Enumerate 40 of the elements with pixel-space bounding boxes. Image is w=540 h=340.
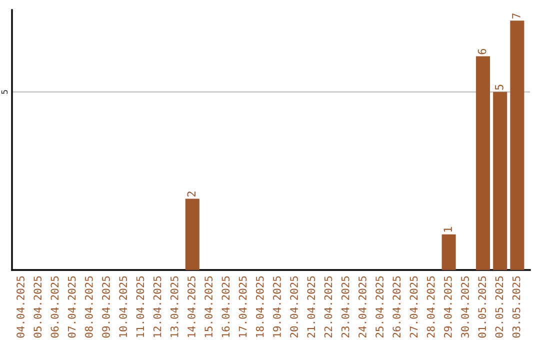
x-tick-label: 29.04.2025 [444,276,452,338]
x-tick-label: 03.05.2025 [512,276,520,338]
x-tick-label: 09.04.2025 [102,276,110,338]
data-label: 2 [187,192,196,197]
data-label: 1 [444,227,452,232]
x-tick-label: 17.04.2025 [238,276,247,338]
x-tick-label: 22.04.2025 [324,276,332,338]
x-tick-label: 12.04.2025 [153,276,162,338]
x-tick-label: 04.04.2025 [16,276,24,338]
bar [476,56,490,270]
x-tick-label: 01.05.2025 [478,276,486,338]
bar [510,20,524,270]
data-label: 7 [512,13,520,19]
x-tick-label: 06.04.2025 [50,276,59,338]
x-tick-label: 11.04.2025 [136,276,144,338]
bar [185,198,200,270]
x-tick-label: 15.04.2025 [204,276,213,338]
x-tick-label: 14.04.2025 [188,276,196,338]
x-tick-label: 25.04.2025 [376,276,384,338]
x-tick-label: 21.04.2025 [307,276,316,338]
x-tick-label: 24.04.2025 [358,276,366,338]
bar [442,234,456,270]
x-tick-label: 07.04.2025 [68,276,76,338]
x-tick-label: 19.04.2025 [273,276,281,338]
x-tick-label: 10.04.2025 [119,276,128,338]
x-tick-label: 20.04.2025 [290,276,298,338]
x-tick-label: 27.04.2025 [410,276,418,338]
data-label: 6 [478,48,486,54]
x-tick-label: 02.05.2025 [495,276,504,338]
x-tick-label: 08.04.2025 [84,276,93,338]
x-tick-label: 30.04.2025 [461,276,469,338]
x-tick-label: 13.04.2025 [170,276,178,338]
data-label: 5 [495,84,504,90]
x-tick-label: 26.04.2025 [392,276,401,338]
x-tick-label: 05.04.2025 [34,276,42,338]
bar [493,92,508,270]
x-tick-label: 28.04.2025 [426,276,435,338]
x-tick-label: 23.04.2025 [341,276,350,338]
x-tick-label: 16.04.2025 [222,276,230,338]
x-tick-label: 18.04.2025 [256,276,264,338]
